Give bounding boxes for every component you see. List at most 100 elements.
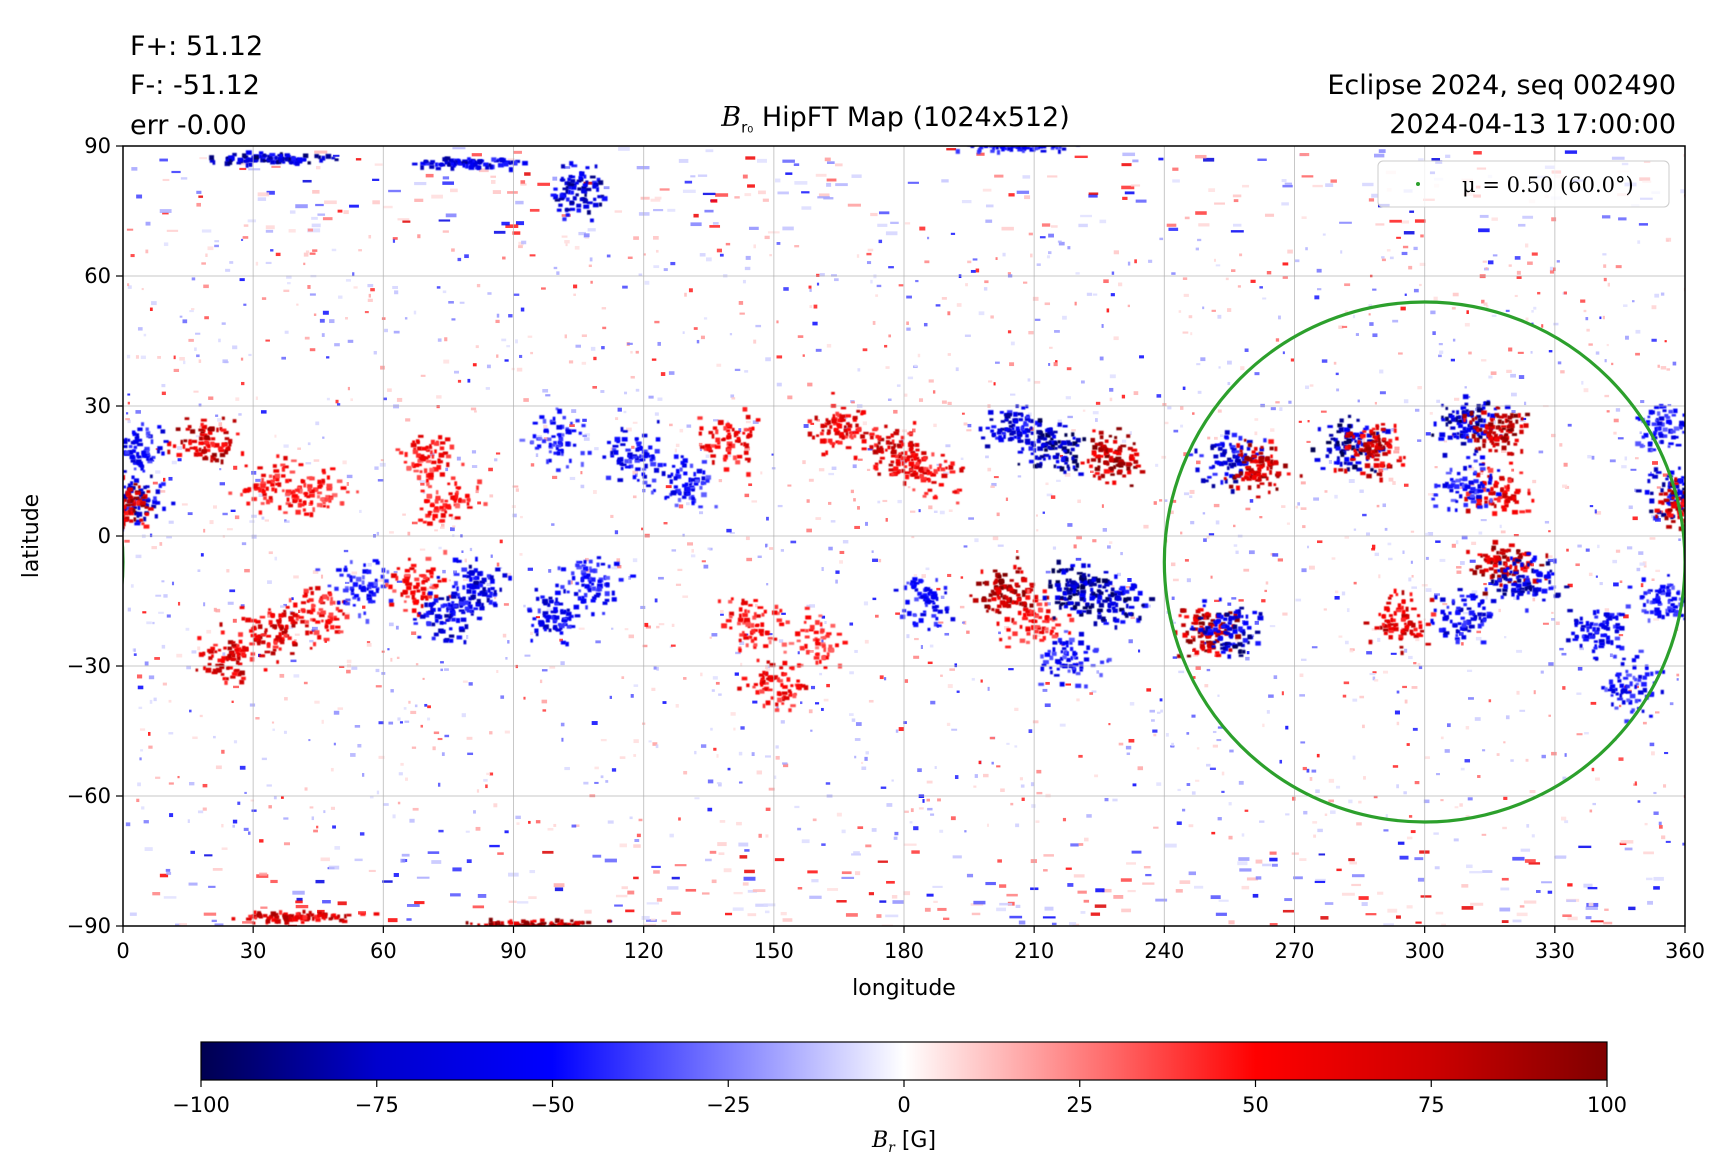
noise-pixel	[1652, 461, 1658, 465]
region-pixel	[1490, 487, 1494, 492]
noise-pixel	[307, 442, 311, 446]
region-pixel	[1388, 438, 1393, 443]
heatmap-regions-layer	[109, 146, 1709, 926]
noise-pixel	[1434, 866, 1440, 870]
noise-pixel	[1653, 886, 1660, 890]
region-pixel	[109, 517, 114, 521]
region-pixel	[1030, 426, 1033, 430]
noise-pixel	[709, 636, 712, 639]
noise-pixel	[1676, 678, 1679, 681]
region-pixel	[746, 472, 751, 477]
noise-pixel	[967, 260, 972, 264]
noise-pixel	[658, 623, 665, 626]
region-pixel	[273, 469, 280, 473]
region-pixel	[1020, 413, 1024, 418]
region-pixel	[906, 455, 913, 459]
noise-pixel	[521, 240, 527, 245]
region-pixel	[270, 613, 275, 619]
region-pixel	[322, 471, 326, 475]
region-pixel	[1520, 417, 1524, 421]
noise-pixel	[1518, 223, 1526, 227]
region-pixel	[1487, 412, 1491, 417]
noise-pixel	[1195, 779, 1200, 782]
region-pixel	[118, 495, 122, 498]
noise-pixel	[168, 520, 174, 524]
noise-pixel	[219, 468, 222, 471]
noise-pixel	[1262, 863, 1272, 867]
noise-pixel	[520, 515, 523, 519]
region-pixel	[1005, 427, 1011, 431]
noise-pixel	[1036, 769, 1042, 774]
noise-pixel	[1143, 865, 1151, 869]
region-pixel	[1704, 487, 1709, 491]
region-pixel	[1258, 465, 1264, 469]
region-pixel	[1379, 463, 1385, 468]
noise-pixel	[1159, 499, 1163, 502]
noise-pixel	[1583, 309, 1587, 313]
region-pixel	[605, 475, 612, 481]
noise-pixel	[1102, 528, 1107, 532]
region-pixel	[1044, 448, 1048, 452]
noise-pixel	[854, 755, 857, 759]
noise-pixel	[1217, 817, 1222, 821]
noise-pixel	[493, 230, 506, 234]
region-pixel	[144, 512, 148, 516]
noise-pixel	[1667, 403, 1672, 407]
region-pixel	[572, 443, 577, 447]
noise-pixel	[913, 574, 918, 577]
noise-pixel	[169, 813, 174, 818]
noise-pixel	[519, 553, 523, 556]
noise-pixel	[1634, 781, 1637, 786]
region-pixel	[442, 503, 448, 508]
noise-pixel	[1271, 863, 1278, 867]
noise-pixel	[1039, 236, 1046, 239]
region-pixel	[280, 463, 286, 467]
noise-pixel	[578, 627, 585, 630]
region-pixel	[123, 498, 127, 503]
region-pixel	[1502, 493, 1508, 498]
noise-pixel	[1678, 538, 1681, 541]
noise-pixel	[1446, 723, 1451, 728]
noise-pixel	[809, 604, 816, 608]
noise-pixel	[633, 236, 639, 240]
noise-pixel	[1121, 908, 1132, 913]
region-pixel	[1234, 450, 1240, 454]
region-pixel	[1477, 505, 1483, 509]
noise-pixel	[1334, 590, 1339, 594]
noise-pixel	[213, 505, 217, 509]
region-pixel	[416, 440, 420, 445]
region-pixel	[1254, 446, 1258, 451]
region-pixel	[1132, 442, 1136, 446]
noise-pixel	[1090, 912, 1101, 916]
region-pixel	[1469, 494, 1475, 498]
noise-pixel	[625, 909, 635, 913]
region-pixel	[632, 455, 638, 459]
noise-pixel	[915, 279, 919, 283]
region-pixel	[833, 427, 839, 432]
region-pixel	[1514, 500, 1519, 504]
region-pixel	[1488, 448, 1493, 453]
noise-pixel	[1094, 774, 1099, 778]
noise-pixel	[1352, 314, 1356, 319]
noise-pixel	[1586, 328, 1590, 332]
noise-pixel	[1406, 743, 1410, 746]
noise-pixel	[939, 829, 944, 833]
noise-pixel	[529, 254, 536, 257]
region-pixel	[1200, 478, 1206, 484]
region-pixel	[431, 454, 435, 459]
region-pixel	[1333, 437, 1338, 442]
noise-pixel	[442, 290, 447, 294]
noise-pixel	[747, 913, 757, 917]
noise-pixel	[283, 817, 289, 820]
noise-pixel	[648, 395, 654, 399]
region-pixel	[134, 510, 137, 516]
noise-pixel	[346, 669, 351, 674]
region-pixel	[917, 459, 921, 465]
noise-pixel	[1048, 233, 1054, 238]
noise-pixel	[1073, 544, 1077, 549]
region-pixel	[1669, 492, 1676, 497]
region-pixel	[725, 423, 731, 427]
noise-pixel	[1220, 434, 1224, 438]
region-pixel	[1682, 487, 1685, 491]
noise-pixel	[1262, 297, 1267, 300]
